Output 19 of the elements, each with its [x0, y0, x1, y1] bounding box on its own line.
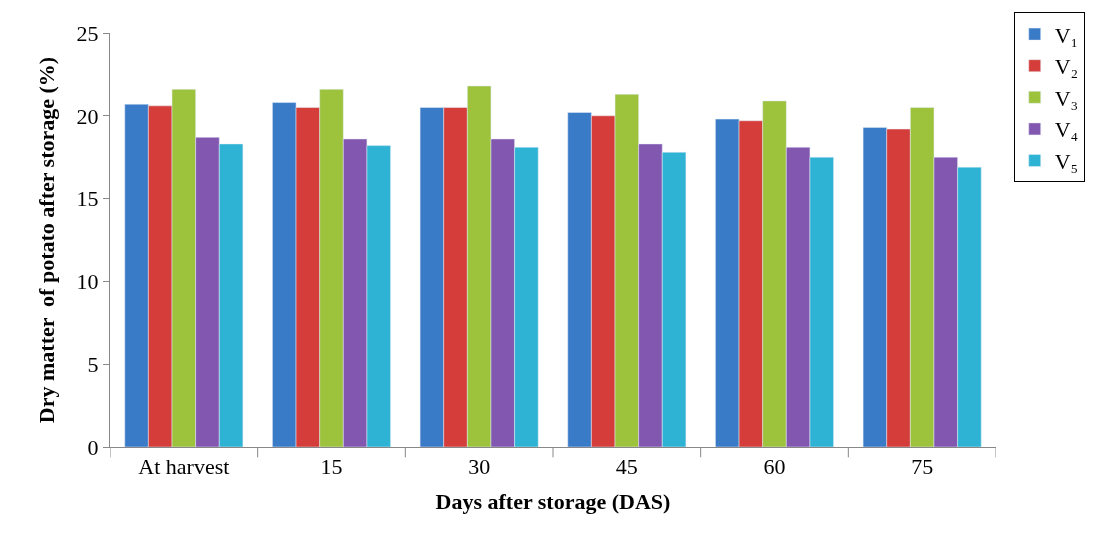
y-tick-label: 5 [87, 351, 99, 377]
x-tick-label: 30 [468, 454, 491, 480]
x-tick-label: 75 [911, 454, 934, 480]
legend-label: V₅ [1054, 149, 1079, 175]
x-tick-label: 15 [320, 454, 343, 480]
y-tick-label: 20 [76, 103, 99, 129]
x-tick-label: 60 [763, 454, 786, 480]
legend-label: V₂ [1054, 54, 1079, 80]
y-tick-label: 10 [76, 269, 99, 295]
y-axis-title: Dry matter of potato after storage (%) [34, 56, 60, 424]
legend-label: V₁ [1054, 22, 1079, 48]
x-tick-label: 45 [615, 454, 638, 480]
legend-label: V₄ [1054, 117, 1079, 143]
x-tick-label: At harvest [138, 454, 230, 480]
legend-label: V₃ [1054, 85, 1079, 111]
y-tick-label: 25 [76, 20, 99, 46]
x-axis-title: Days after storage (DAS) [435, 489, 671, 515]
y-tick-label: 0 [87, 434, 99, 460]
y-tick-label: 15 [76, 186, 99, 212]
